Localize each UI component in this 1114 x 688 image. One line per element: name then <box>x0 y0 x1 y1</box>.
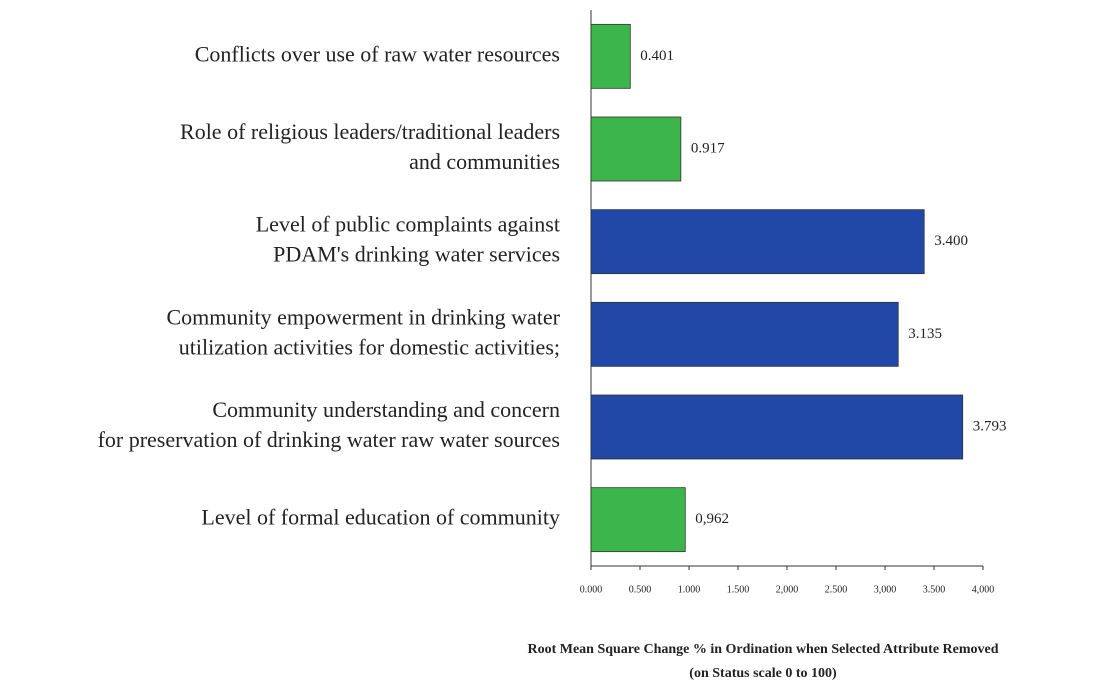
value-label: 0.917 <box>691 140 725 156</box>
x-tick-label: 0.000 <box>580 584 603 595</box>
category-label: Role of religious leaders/traditional le… <box>180 119 560 144</box>
value-label: 3.400 <box>934 233 968 249</box>
bar <box>590 301 899 367</box>
bar <box>590 23 631 89</box>
bar <box>590 209 925 275</box>
bar <box>590 394 964 460</box>
category-label: Conflicts over use of raw water resource… <box>195 41 560 66</box>
x-tick-label: 0.500 <box>629 584 652 595</box>
value-label: 3.135 <box>908 326 942 342</box>
category-label: utilization activities for domestic acti… <box>179 334 560 359</box>
bar <box>590 487 686 553</box>
category-label: Community empowerment in drinking water <box>167 304 561 329</box>
x-tick-label: 3,000 <box>874 584 897 595</box>
category-label: Community understanding and concern <box>212 397 560 422</box>
value-label: 3.793 <box>973 418 1007 434</box>
category-label: Level of formal education of community <box>201 505 560 530</box>
category-label: Level of public complaints against <box>256 212 560 237</box>
bar <box>590 116 682 182</box>
axis-title: Root Mean Square Change % in Ordination … <box>527 642 998 657</box>
x-tick-label: 1.000 <box>678 584 701 595</box>
x-tick-label: 2,000 <box>776 584 799 595</box>
axis-title: (on Status scale 0 to 100) <box>689 666 837 681</box>
value-label: 0.401 <box>640 48 674 64</box>
value-label: 0,962 <box>695 511 729 527</box>
category-label: and communities <box>409 149 560 174</box>
category-label: PDAM's drinking water services <box>273 242 560 267</box>
x-tick-label: 3.500 <box>923 584 946 595</box>
x-tick-label: 1.500 <box>727 584 750 595</box>
x-tick-label: 2.500 <box>825 584 848 595</box>
x-tick-label: 4,000 <box>972 584 995 595</box>
category-label: for preservation of drinking water raw w… <box>98 427 560 452</box>
